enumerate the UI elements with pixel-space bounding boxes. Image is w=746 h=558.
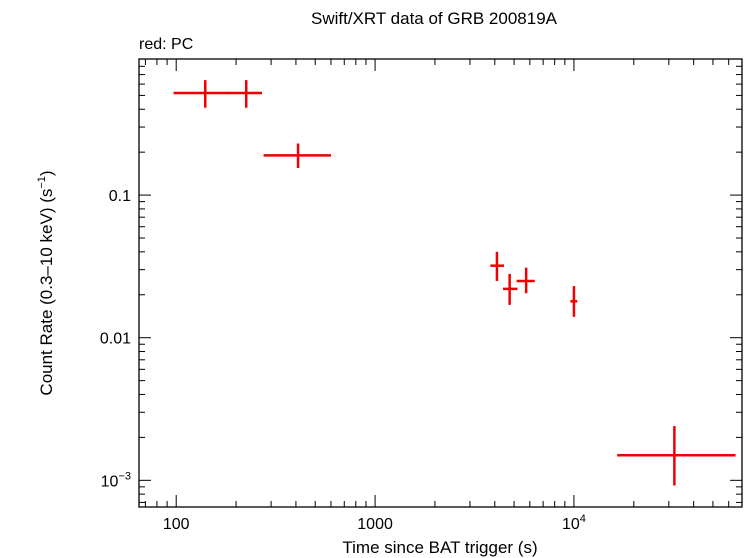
data-point [570,286,578,317]
data-point [227,80,262,108]
x-tick-label: 1000 [357,516,393,533]
data-point [617,426,736,486]
y-axis-tick-labels: 0.1 0.01 10−3 [100,188,131,490]
y-tick-label: 0.1 [109,188,131,205]
plot-frame [138,58,743,508]
x-axis-tick-labels: 100 1000 104 [163,513,586,533]
y-axis-label: Count Rate (0.3–10 keV) (s−1) [36,170,56,395]
data-point [490,251,505,281]
x-tick-label: 104 [562,513,586,533]
data-points [173,80,736,486]
y-tick-label: 10−3 [101,470,131,490]
x-tick-label: 100 [163,516,190,533]
data-point [516,267,535,294]
chart-subtitle: red: PC [139,36,193,53]
data-point [263,143,331,168]
data-point [173,80,229,108]
x-axis-ticks [144,59,743,507]
x-axis-label: Time since BAT trigger (s) [342,538,537,557]
y-axis-ticks [139,58,742,503]
chart-title: Swift/XRT data of GRB 200819A [311,9,558,28]
data-point [503,273,518,305]
y-tick-label: 0.01 [100,331,131,348]
